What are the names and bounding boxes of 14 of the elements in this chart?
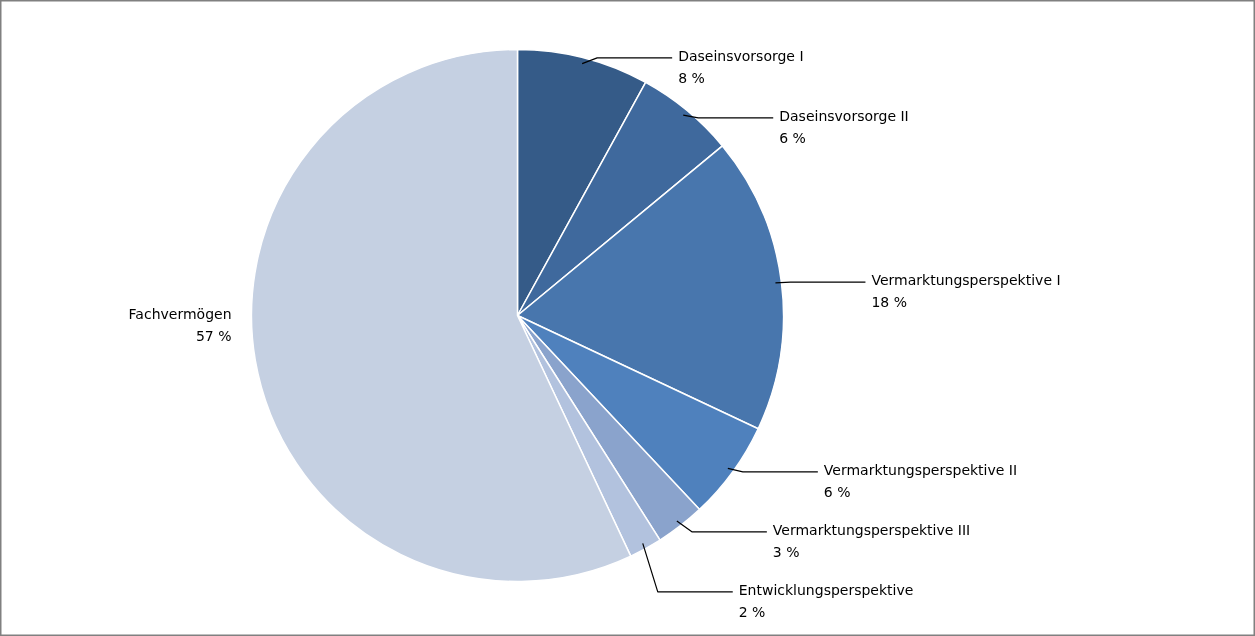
slice-label: Vermarktungsperspektive III xyxy=(772,521,971,538)
data-label: 6 % xyxy=(823,483,851,500)
data-label: 3 % xyxy=(772,543,800,560)
slice-label: Vermarktungsperspektive II xyxy=(823,461,1018,478)
data-label: 2 % xyxy=(738,603,766,620)
data-label: 18 % xyxy=(871,294,908,311)
data-label: 57 % xyxy=(195,327,232,344)
slice-label: Daseinsvorsorge II xyxy=(779,107,909,124)
slice-label: Entwicklungsperspektive xyxy=(738,581,914,598)
data-label: 6 % xyxy=(779,129,806,146)
data-label: 8 % xyxy=(678,69,705,86)
slice-label: Daseinsvorsorge I xyxy=(678,47,804,64)
slice-label: Fachvermögen xyxy=(128,305,232,322)
slice-label: Vermarktungsperspektive I xyxy=(871,272,1061,289)
